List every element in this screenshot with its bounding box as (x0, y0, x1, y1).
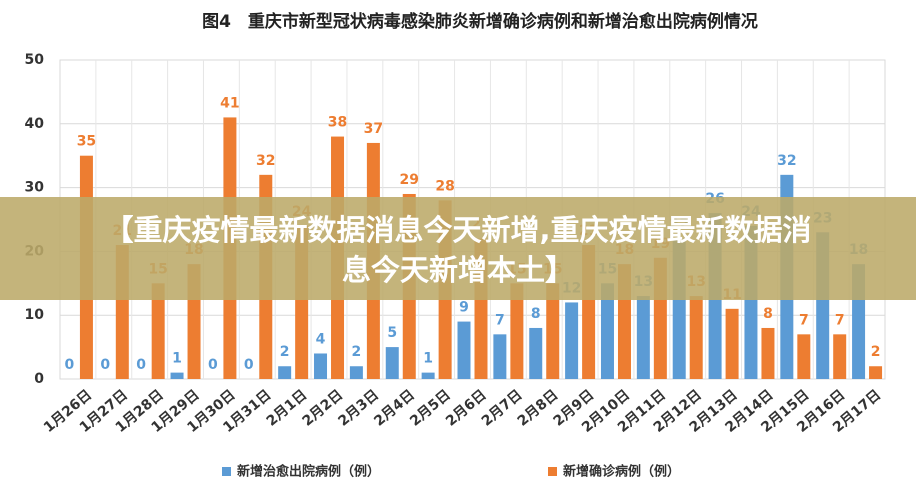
bar (529, 327, 543, 379)
banner-text: 【重庆疫情最新数据消息今天新增,重庆疫情最新数据消 (104, 213, 811, 247)
chart-title: 图4 重庆市新型冠状病毒感染肺炎新增确诊病例和新增治愈出院病例情况 (202, 11, 758, 32)
data-label: 29 (400, 172, 419, 188)
data-label: 5 (387, 325, 397, 341)
data-label: 2 (871, 344, 881, 360)
legend-label: 新增确诊病例（例） (563, 464, 680, 480)
y-tick-label: 40 (25, 116, 45, 132)
data-label: 7 (799, 312, 809, 328)
bar (833, 334, 847, 379)
data-label: 2 (352, 344, 362, 360)
bar (565, 302, 579, 379)
data-label: 7 (835, 312, 845, 328)
legend-label: 新增治愈出院病例（例） (237, 464, 380, 480)
bar (510, 283, 524, 379)
data-label: 1 (172, 351, 182, 367)
banner (0, 197, 916, 300)
data-label: 0 (100, 357, 110, 373)
banner-text: 息今天新增本土】 (342, 253, 574, 287)
data-label: 35 (77, 134, 96, 150)
data-label: 32 (256, 153, 275, 169)
bar (314, 353, 328, 379)
data-label: 37 (364, 121, 383, 137)
y-tick-label: 0 (34, 371, 44, 387)
data-label: 7 (495, 312, 505, 328)
bar (689, 296, 703, 379)
bar (421, 372, 435, 379)
bar (349, 366, 363, 379)
data-label: 0 (136, 357, 146, 373)
bar (385, 347, 399, 379)
bar (170, 372, 184, 379)
y-tick-label: 30 (25, 180, 45, 196)
bar (761, 327, 775, 379)
data-label: 38 (328, 115, 347, 131)
data-label: 1 (423, 351, 433, 367)
data-label: 0 (244, 357, 254, 373)
data-label: 8 (531, 306, 541, 322)
data-label: 28 (435, 178, 454, 194)
data-label: 0 (65, 357, 75, 373)
bar (869, 366, 883, 379)
data-label: 2 (280, 344, 290, 360)
data-label: 9 (459, 300, 469, 316)
bar (600, 283, 614, 379)
bar (636, 296, 650, 379)
bar (493, 334, 507, 379)
legend-swatch (548, 467, 557, 476)
bar (278, 366, 292, 379)
bar (725, 308, 739, 379)
data-label: 41 (220, 95, 239, 111)
data-label: 4 (316, 331, 326, 347)
y-tick-label: 50 (25, 52, 45, 68)
data-label: 32 (777, 153, 796, 169)
y-tick-label: 10 (25, 307, 45, 323)
bar (546, 283, 560, 379)
data-label: 8 (763, 306, 773, 322)
bar (151, 283, 165, 379)
bar (457, 321, 471, 379)
bar (797, 334, 811, 379)
data-label: 0 (208, 357, 218, 373)
legend-swatch (222, 467, 231, 476)
